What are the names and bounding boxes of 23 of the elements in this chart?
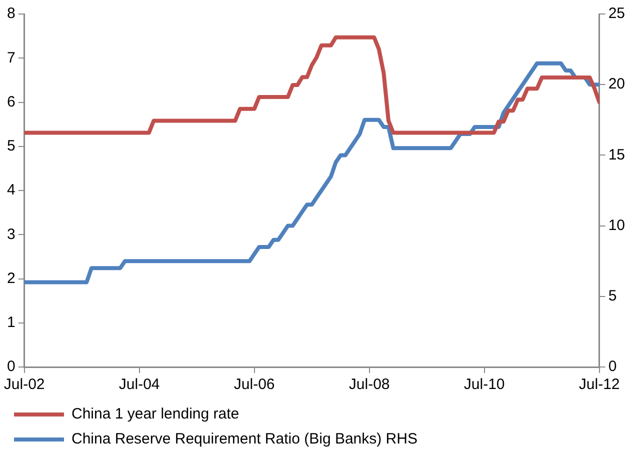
y2-tick-label: 0: [608, 358, 617, 376]
y-tick-label: 2: [7, 270, 16, 287]
y-tick-label: 0: [7, 358, 16, 376]
y-tick-label: 3: [7, 226, 16, 243]
y2-tick-label: 5: [608, 288, 617, 305]
x-tick-label: Jul-10: [464, 376, 505, 394]
y-tick-label: 5: [7, 138, 16, 155]
x-tick-label: Jul-04: [118, 376, 160, 394]
legend-label: China 1 year lending rate: [72, 406, 240, 423]
legend-label: China Reserve Requirement Ratio (Big Banks) RHS: [72, 430, 418, 448]
y-tick-label: 8: [7, 5, 16, 22]
x-tick-label: Jul-08: [348, 376, 390, 394]
y-tick-label: 1: [7, 314, 16, 332]
y2-tick-label: 10: [608, 216, 626, 234]
y2-tick-label: 15: [608, 146, 626, 164]
x-tick-label: Jul-06: [234, 376, 275, 394]
x-tick-label: Jul-02: [4, 376, 45, 394]
x-tick-label: Jul-12: [578, 376, 620, 394]
y2-tick-label: 25: [608, 5, 626, 22]
y-tick-label: 6: [7, 93, 16, 110]
y2-tick-label: 20: [608, 76, 626, 93]
y-tick-label: 4: [7, 182, 16, 199]
y-tick-label: 7: [7, 49, 16, 66]
